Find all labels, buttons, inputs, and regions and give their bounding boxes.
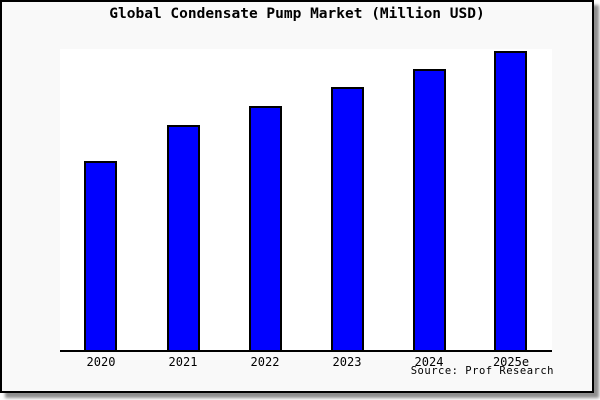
x-axis-labels: 2020 2021 2022 2023 2024 2025e — [60, 355, 552, 371]
bar-2022 — [248, 105, 282, 350]
chart-title: Global Condensate Pump Market (Million U… — [109, 6, 485, 22]
chart-figure: Global Condensate Pump Market (Million U… — [0, 0, 594, 393]
bar-2025e — [494, 50, 528, 350]
x-tick-label-2021: 2021 — [168, 355, 198, 369]
bar-2020 — [84, 161, 118, 350]
x-tick-label-2024: 2024 — [414, 355, 444, 369]
source-note: Source: Prof Research — [410, 365, 554, 377]
x-tick-label-2022: 2022 — [250, 355, 280, 369]
plot-area — [60, 49, 552, 352]
bar-2023 — [330, 87, 364, 350]
bar-2021 — [166, 125, 200, 350]
x-tick-label-2025e: 2025e — [492, 355, 530, 369]
x-tick-label-2023: 2023 — [332, 355, 362, 369]
bar-2024 — [412, 69, 446, 350]
x-tick-label-2020: 2020 — [86, 355, 116, 369]
